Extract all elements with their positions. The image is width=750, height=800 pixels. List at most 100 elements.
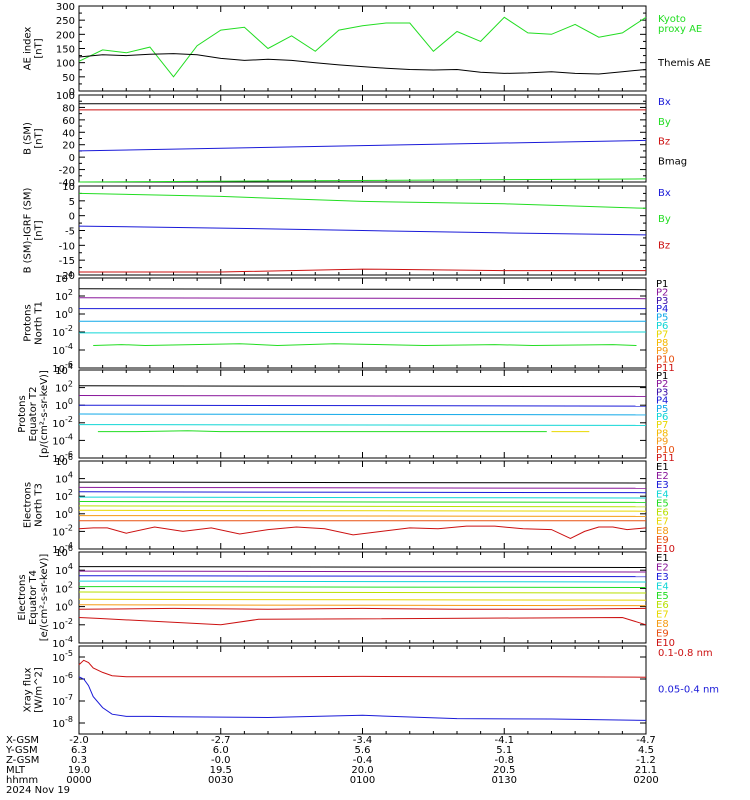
footer-value: 4.5	[638, 745, 654, 756]
series-line	[78, 491, 647, 494]
series-line	[78, 607, 647, 610]
footer-value: 19.5	[209, 765, 232, 776]
y-tick-label: 0	[69, 87, 75, 98]
y-tick-label: 300	[56, 2, 75, 13]
y-axis-label: B (SM)	[23, 122, 34, 155]
legend-entry: P1	[656, 371, 668, 382]
y-axis-label: [nT]	[34, 220, 45, 240]
legend-entry: E3	[656, 572, 669, 583]
series-line	[78, 501, 647, 503]
y-axis-label: Equator T2	[28, 387, 39, 442]
panel-3: -20 -15 -10 -5 0 5 10 B (SM)-IGRF (SM) [nT] Bx By B…	[23, 182, 671, 282]
y-tick-label: 10-8	[52, 715, 73, 730]
footer-value: -0.8	[494, 755, 514, 766]
y-tick-label: 102	[55, 580, 73, 595]
y-tick-label: 10-4	[52, 432, 73, 447]
footer-value: 0000	[66, 775, 92, 786]
series-line	[78, 486, 647, 489]
y-tick-label: 102	[55, 488, 73, 503]
series-line	[78, 404, 647, 407]
y-axis-label: [e/(cm²-s-sr-keV)]	[39, 554, 50, 642]
legend-entry: 0.1-0.8 nm	[658, 648, 713, 659]
series-line	[79, 268, 646, 273]
y-tick-label: 80	[62, 103, 75, 114]
series-line	[78, 580, 647, 583]
legend-entry: E5	[656, 498, 669, 509]
y-axis-label: North T1	[34, 301, 45, 345]
legend-entry: P2	[656, 379, 668, 390]
series-line	[78, 413, 647, 416]
footer-value: 0.3	[71, 755, 87, 766]
y-tick-label: 10-7	[52, 693, 73, 708]
series-line	[78, 575, 647, 578]
y-tick-label: 100	[55, 306, 73, 321]
y-tick-label: 10-2	[52, 523, 73, 538]
series-line	[78, 676, 647, 721]
footer-value: 5.6	[354, 745, 371, 756]
y-tick-label: 250	[56, 16, 75, 27]
y-tick-label: 10-6	[52, 671, 73, 686]
y-tick-label: 102	[55, 288, 73, 303]
y-tick-label: -5	[65, 227, 75, 238]
series-line	[78, 525, 647, 539]
series-line	[78, 53, 647, 75]
y-axis-label: North T3	[34, 483, 45, 527]
y-tick-label: 104	[55, 471, 73, 486]
legend-entry: E9	[656, 629, 669, 640]
panel-8: 10-8 10-7 10-6 10-5 Xray flux [W/m^2] 0.1-0.8 …	[23, 645, 719, 735]
legend-entry: P1	[656, 279, 668, 290]
footer-label-zgsm: Z-GSM	[6, 755, 40, 766]
y-axis-label: B (SM)-IGRF (SM)	[23, 188, 34, 274]
y-axis-label: Equator T4	[28, 570, 39, 625]
legend-entry: E8	[656, 526, 669, 537]
y-axis-label: [nT]	[34, 38, 45, 58]
y-axis-label: [p/(cm²-s-sr-keV)]	[39, 370, 50, 458]
legend-entry: P9	[656, 346, 668, 357]
legend-entry: P2	[656, 287, 668, 298]
legend-entry: P10	[656, 355, 675, 366]
footer-value: 0030	[208, 775, 234, 786]
y-tick-label: 0	[69, 212, 75, 223]
series-line	[78, 598, 647, 601]
legend-entry: P4	[656, 304, 668, 315]
y-tick-label: -20	[59, 166, 75, 177]
y-axis-label: [nT]	[34, 128, 45, 148]
y-tick-label: 104	[55, 562, 73, 577]
footer-value: -3.4	[352, 735, 373, 746]
legend-entry: 0.05-0.4 nm	[658, 685, 719, 696]
legend-entry: By	[658, 117, 671, 128]
plot-frame	[78, 94, 647, 183]
y-tick-label: 5	[69, 197, 75, 208]
series-line	[78, 424, 647, 426]
legend-entry: E9	[656, 535, 669, 546]
series-line	[78, 616, 647, 626]
y-tick-label: -40	[59, 178, 75, 189]
footer-value: -1.2	[636, 755, 656, 766]
y-tick-label: 40	[62, 128, 75, 139]
y-tick-label: 10-4	[52, 342, 73, 357]
y-tick-label: 10-4	[52, 635, 73, 650]
legend-entry: E3	[656, 480, 669, 491]
series-line	[78, 505, 647, 508]
series-line	[78, 331, 647, 334]
legend-entry: Bz	[658, 137, 670, 148]
legend-entry: Bz	[658, 240, 670, 251]
y-tick-label: 100	[55, 397, 73, 412]
legend-entry: P5	[656, 313, 668, 324]
legend-entry: E1	[656, 462, 669, 473]
footer-label-mlt: MLT	[6, 765, 25, 776]
y-tick-label: -10	[59, 241, 75, 252]
series-line	[78, 566, 647, 568]
series-line	[78, 659, 647, 678]
legend-entry: Themis AE	[657, 58, 711, 69]
series-line	[78, 385, 647, 388]
series-line	[78, 570, 647, 573]
legend-entry: E7	[656, 517, 669, 528]
footer-value: 0100	[349, 775, 376, 786]
legend-entry: Bmag	[658, 156, 687, 167]
y-axis-label: Protons	[17, 395, 28, 432]
legend-entry: E7	[656, 610, 669, 621]
footer-value: -2.0	[69, 735, 89, 746]
